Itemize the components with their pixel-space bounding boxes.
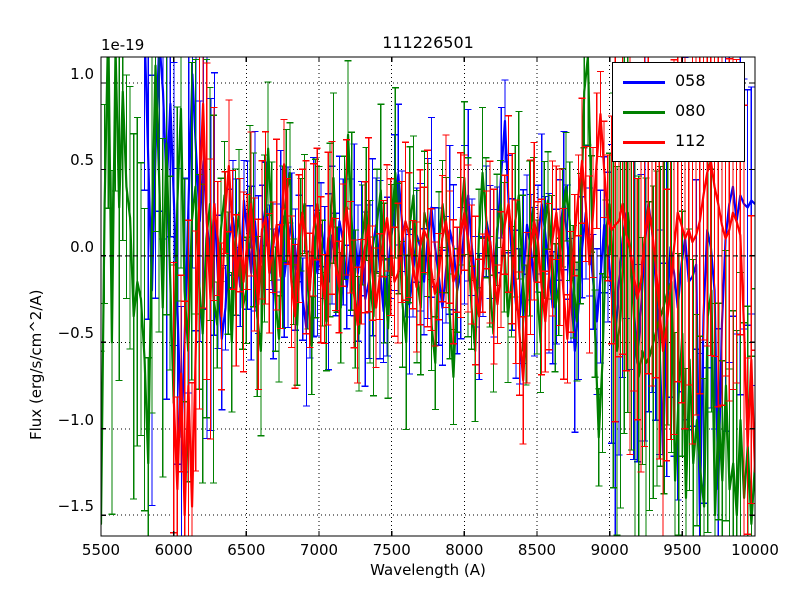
x-tick-label: 8500 (517, 541, 557, 559)
y-tick-label: −1.5 (57, 497, 94, 516)
series-112 (170, 57, 755, 536)
legend-label: 058 (675, 71, 706, 90)
y-tick-label-wrap: −1.0 (0, 411, 94, 438)
y-tick-label: −0.5 (57, 324, 94, 343)
y-tick-label-wrap: 0.5 (0, 151, 94, 178)
x-tick-label: 6500 (227, 541, 266, 559)
y-tick-label-wrap: −1.5 (0, 497, 94, 524)
x-tick-label: 6000 (154, 541, 193, 559)
x-tick-label: 9000 (590, 541, 629, 559)
y-tick-label-wrap: 1.0 (0, 65, 94, 92)
legend-color-swatch (623, 111, 665, 114)
chart-legend[interactable]: 058 080 112 (612, 62, 745, 162)
legend-item-112[interactable]: 112 (613, 128, 746, 158)
plot-border (100, 56, 756, 537)
x-tick-label: 10000 (731, 541, 779, 559)
x-axis-label: Wavelength (A) (370, 561, 486, 579)
x-tick-label: 9500 (663, 541, 702, 559)
y-tick-label: −1.0 (57, 410, 94, 429)
y-tick-label-wrap: −0.5 (0, 324, 94, 351)
y-tick-label-wrap: 0.0 (0, 238, 94, 265)
x-tick-label: 8000 (445, 541, 484, 559)
legend-color-swatch (623, 81, 665, 84)
legend-item-080[interactable]: 080 (613, 98, 746, 128)
y-tick-label: 0.5 (70, 151, 94, 170)
y-axis-offset-text: 1e-19 (101, 36, 145, 54)
x-tick-label: 7500 (372, 541, 411, 559)
y-tick-label: 1.0 (70, 64, 94, 83)
axes-frame (100, 56, 756, 537)
legend-item-058[interactable]: 058 (613, 68, 746, 98)
series-line-112 (172, 102, 755, 517)
y-tick-label: 0.0 (70, 237, 94, 256)
x-tick-label: 7000 (299, 541, 339, 559)
legend-label: 112 (675, 131, 706, 150)
chart-title: 111226501 (382, 33, 474, 52)
legend-color-swatch (623, 141, 665, 144)
legend-label: 080 (675, 101, 706, 120)
x-tick-label: 5500 (81, 541, 121, 559)
